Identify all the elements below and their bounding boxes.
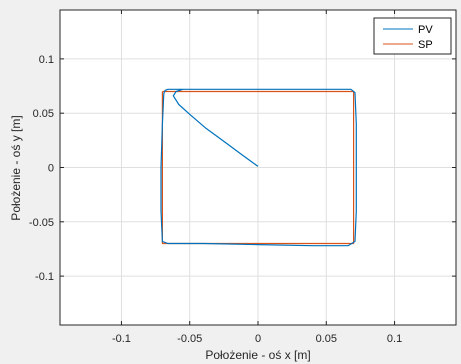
x-tick-labels: -0.1 -0.05 0 0.05 0.1: [112, 333, 402, 345]
y-tick-label: -0.1: [35, 271, 54, 283]
x-tick-label: 0.05: [316, 333, 337, 345]
grid: [60, 10, 456, 325]
y-tick-labels: -0.1 -0.05 0 0.05 0.1: [29, 54, 54, 283]
legend: PV SP: [373, 17, 452, 55]
x-tick-label: 0: [255, 333, 261, 345]
x-axis-label: Położenie - oś x [m]: [205, 348, 310, 362]
x-tick-label: -0.1: [112, 333, 131, 345]
series-line-sp: [161, 90, 355, 245]
ticks: [60, 10, 456, 325]
y-tick-label: 0.1: [39, 54, 54, 66]
y-tick-label: 0: [48, 163, 54, 175]
series-layer: [160, 88, 357, 247]
legend-box: [373, 17, 452, 55]
legend-label-sp: SP: [418, 39, 433, 51]
x-tick-label: -0.05: [177, 333, 202, 345]
x-tick-label: 0.1: [387, 333, 402, 345]
series-line-pv: [160, 88, 357, 247]
legend-label-pv: PV: [418, 24, 433, 36]
y-tick-label: 0.05: [33, 108, 54, 120]
y-axis-label: Położenie - oś y [m]: [9, 115, 23, 220]
y-tick-label: -0.05: [29, 217, 54, 229]
